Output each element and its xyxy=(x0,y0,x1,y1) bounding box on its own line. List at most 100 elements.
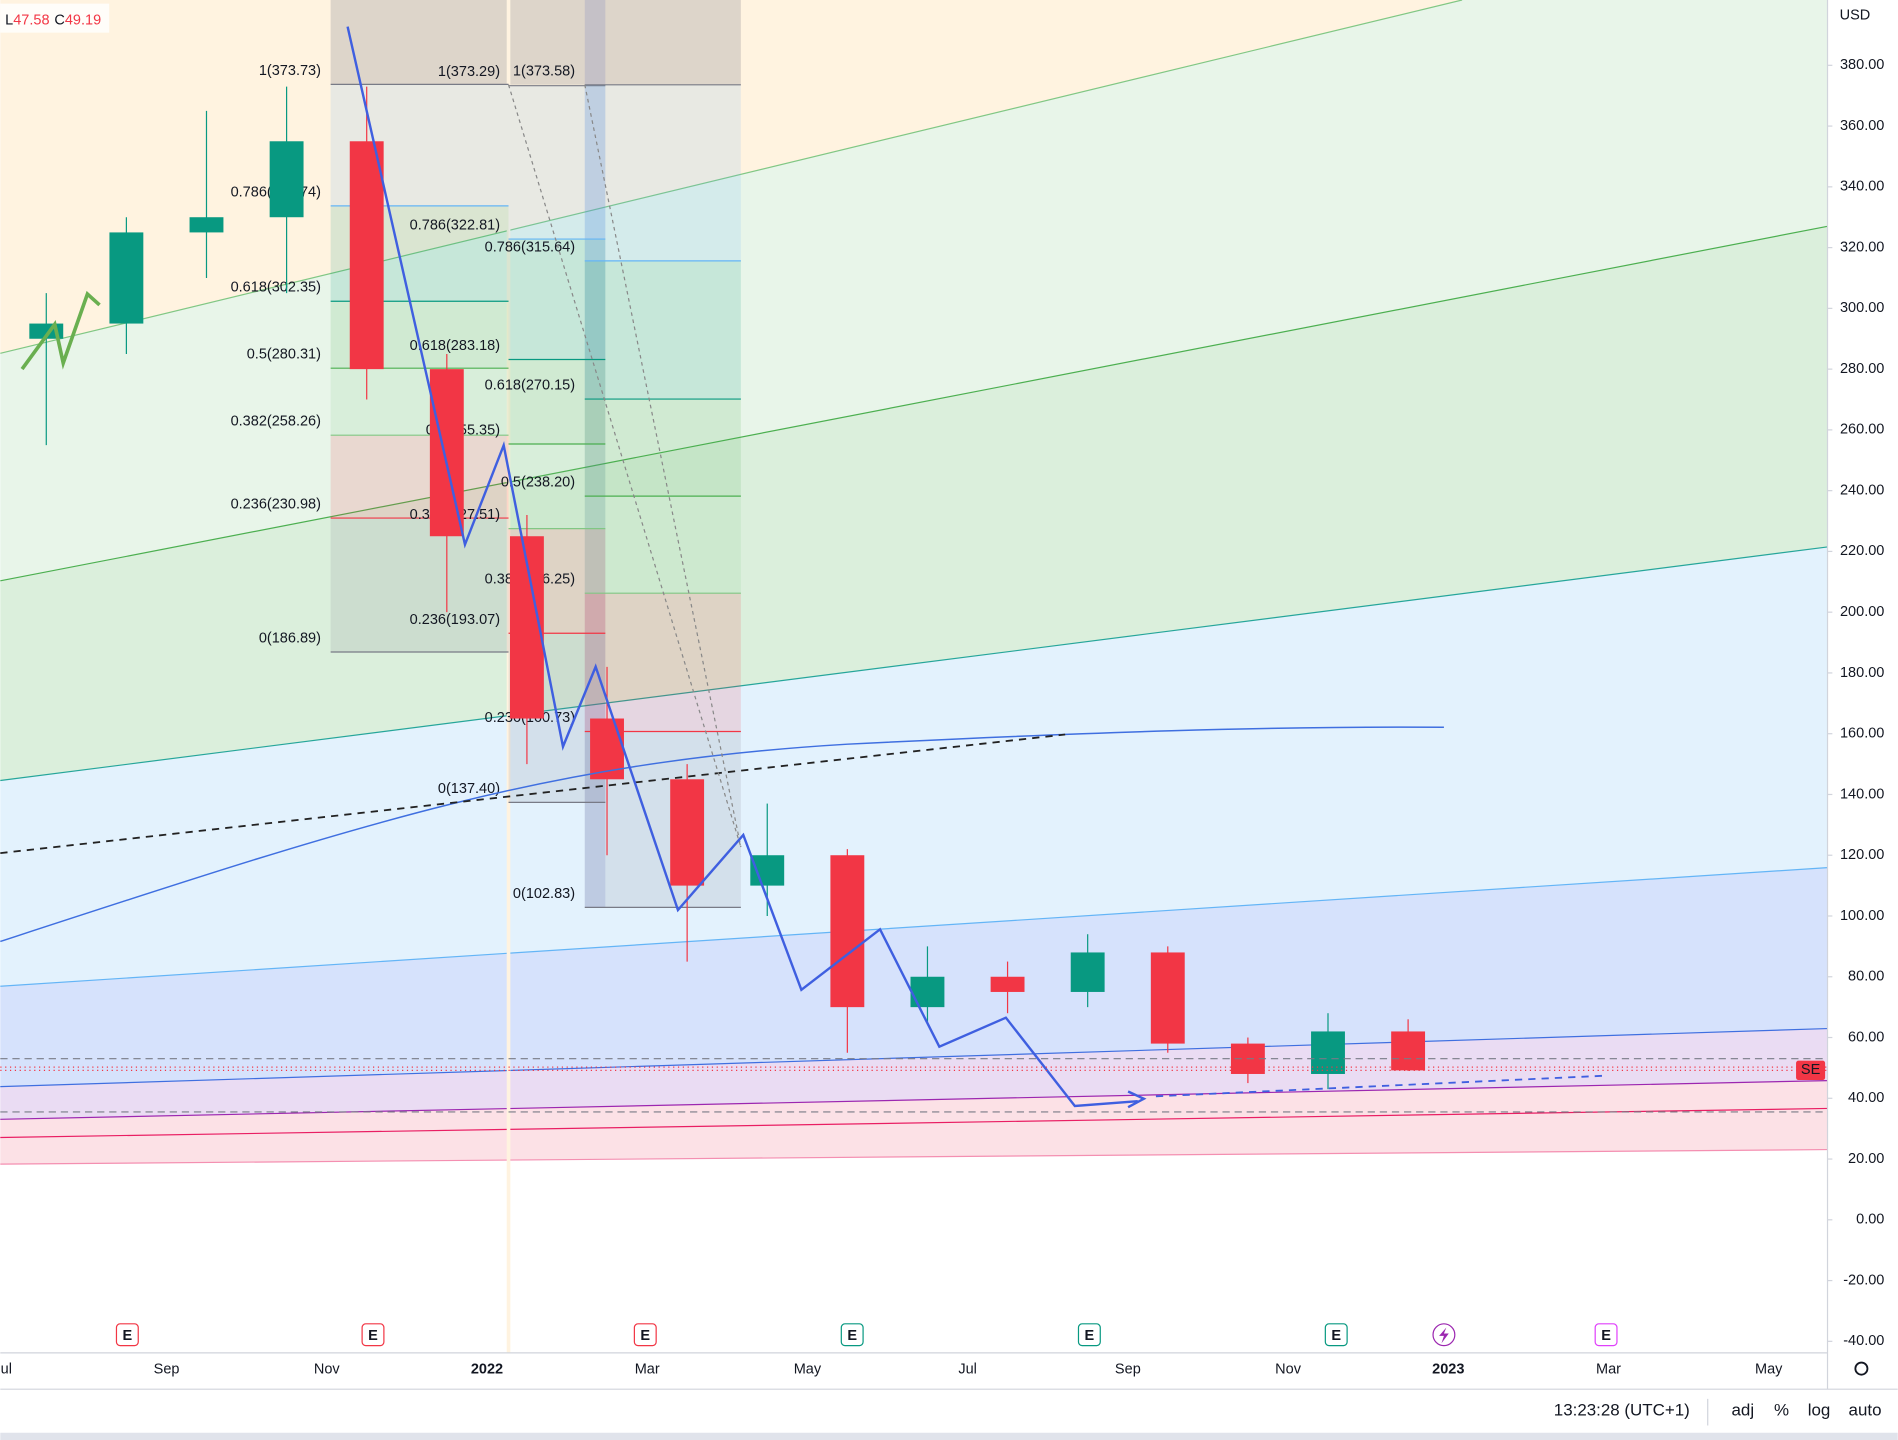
channel-zone xyxy=(0,546,1828,987)
fib-label: 0.236(193.07) xyxy=(410,612,500,628)
earnings-label: E xyxy=(1085,1328,1095,1344)
channel-line xyxy=(0,1027,1828,1088)
earnings-marker[interactable] xyxy=(633,1323,657,1347)
arrow-head xyxy=(1127,1090,1147,1109)
channel-line xyxy=(0,1107,1828,1139)
x-tick-label: May xyxy=(1755,1362,1783,1378)
earnings-marker[interactable] xyxy=(1077,1323,1101,1347)
y-tick-label: 340.00 xyxy=(1840,179,1884,195)
candle-body xyxy=(670,779,705,886)
ohlc-legend: L47.58 C49.19 xyxy=(5,12,101,28)
fib-zone xyxy=(584,496,741,594)
fib-label: 0.382(258.26) xyxy=(231,414,321,430)
scrollbar xyxy=(0,1432,1898,1440)
fib-label: 0(102.83) xyxy=(513,886,575,902)
fib-zone xyxy=(330,435,509,519)
channel-line xyxy=(0,867,1828,987)
ohlc-key: C xyxy=(54,12,64,28)
y-tick-label: -20.00 xyxy=(1843,1272,1884,1288)
trend-line xyxy=(0,733,1066,855)
fib-label: 0(137.40) xyxy=(438,781,500,797)
y-tick-label: 20.00 xyxy=(1848,1151,1884,1167)
ohlc-key: L xyxy=(5,12,13,28)
earnings-marker[interactable] xyxy=(1324,1323,1348,1347)
plot-area xyxy=(0,0,1828,1353)
fib-label: 0.786(315.64) xyxy=(485,239,575,255)
candle-body xyxy=(1150,952,1185,1044)
fib-label: 0.5(280.31) xyxy=(247,347,321,363)
lightning-icon xyxy=(1439,1327,1449,1344)
y-tick-label: 120.00 xyxy=(1840,847,1884,863)
earnings-label: E xyxy=(368,1328,378,1344)
y-tick-label: 180.00 xyxy=(1840,665,1884,681)
footer-button[interactable]: auto xyxy=(1849,1400,1882,1419)
y-tick-label: 380.00 xyxy=(1840,57,1884,73)
channel-line xyxy=(0,1148,1828,1165)
clock: 13:23:28 (UTC+1) xyxy=(1554,1400,1690,1419)
candle-body xyxy=(1070,952,1105,992)
earnings-label: E xyxy=(640,1328,650,1344)
footer-button[interactable]: adj xyxy=(1732,1400,1755,1419)
time-axis: ul Sep Nov 2022 Mar May Jul Sep Nov 2023 Mar May xyxy=(0,1352,1869,1378)
y-tick-label: 160.00 xyxy=(1840,726,1884,742)
fib-label: 0.5(238.20) xyxy=(501,475,575,491)
candle-body xyxy=(189,217,224,233)
currency[interactable]: USD xyxy=(1840,8,1871,24)
fib-label: 0.236(230.98) xyxy=(231,497,321,513)
fib-label: 0.786(322.81) xyxy=(410,218,500,234)
legend-bg xyxy=(0,3,110,33)
fib-trend xyxy=(507,84,742,848)
fib-zone xyxy=(330,368,509,436)
earnings-label: E xyxy=(1331,1328,1341,1344)
range-shade xyxy=(330,0,741,85)
tag-label: SE xyxy=(1801,1062,1821,1078)
zigzag xyxy=(20,290,101,371)
trend-line xyxy=(1155,1074,1604,1098)
fib-zone xyxy=(584,593,741,732)
x-tick-label: Nov xyxy=(1275,1362,1302,1378)
earnings-marker[interactable] xyxy=(115,1323,139,1347)
candle-body xyxy=(830,855,865,1008)
earnings-label: E xyxy=(1601,1328,1611,1344)
x-tick-label: Sep xyxy=(1115,1362,1141,1378)
price-axis: USD -40.00 -20.00 0.00 20.00 40.00 60.00 80.00… xyxy=(1826,0,1898,1390)
settings-icon[interactable] xyxy=(1854,1361,1869,1376)
earnings-marker[interactable] xyxy=(361,1323,385,1347)
fib-label: 0.618(270.15) xyxy=(485,378,575,394)
fib-zone xyxy=(508,85,606,240)
y-tick-label: 360.00 xyxy=(1840,118,1884,134)
candle-body xyxy=(910,976,945,1008)
x-tick-label: Nov xyxy=(314,1362,341,1378)
drawing-layer xyxy=(0,26,1604,1109)
earnings-marker[interactable] xyxy=(840,1323,864,1347)
y-tick-label: 60.00 xyxy=(1848,1029,1884,1045)
y-tick-label: -40.00 xyxy=(1843,1333,1884,1349)
y-tick-label: 0.00 xyxy=(1856,1212,1884,1228)
fib-zone xyxy=(584,84,741,261)
channel-zone xyxy=(0,1028,1828,1120)
candle-body xyxy=(109,232,144,324)
earnings-label: E xyxy=(847,1328,857,1344)
channel-zone xyxy=(0,226,1828,781)
fib-zone xyxy=(584,260,741,400)
fib-label: 1(373.58) xyxy=(513,63,575,79)
fib-zone xyxy=(508,359,606,445)
fib-zone xyxy=(508,444,606,529)
channel-line xyxy=(0,225,1828,582)
footer-button[interactable]: % xyxy=(1774,1400,1789,1419)
earnings-marker[interactable] xyxy=(1594,1323,1618,1347)
candle-body xyxy=(1311,1031,1345,1074)
axis-bg xyxy=(1827,0,1898,1390)
fib-zone xyxy=(508,239,606,360)
y-tick-label: 220.00 xyxy=(1840,543,1884,559)
fib-label: 0.618(302.35) xyxy=(231,280,321,296)
footer-button[interactable]: log xyxy=(1808,1400,1831,1419)
x-tick-label: Jul xyxy=(958,1362,977,1378)
y-tick-label: 300.00 xyxy=(1840,300,1884,316)
x-tick-label: ul xyxy=(1,1362,12,1378)
y-tick-label: 100.00 xyxy=(1840,908,1884,924)
x-tick-label: 2022 xyxy=(471,1362,503,1378)
ohlc-value: 49.19 xyxy=(65,12,101,28)
